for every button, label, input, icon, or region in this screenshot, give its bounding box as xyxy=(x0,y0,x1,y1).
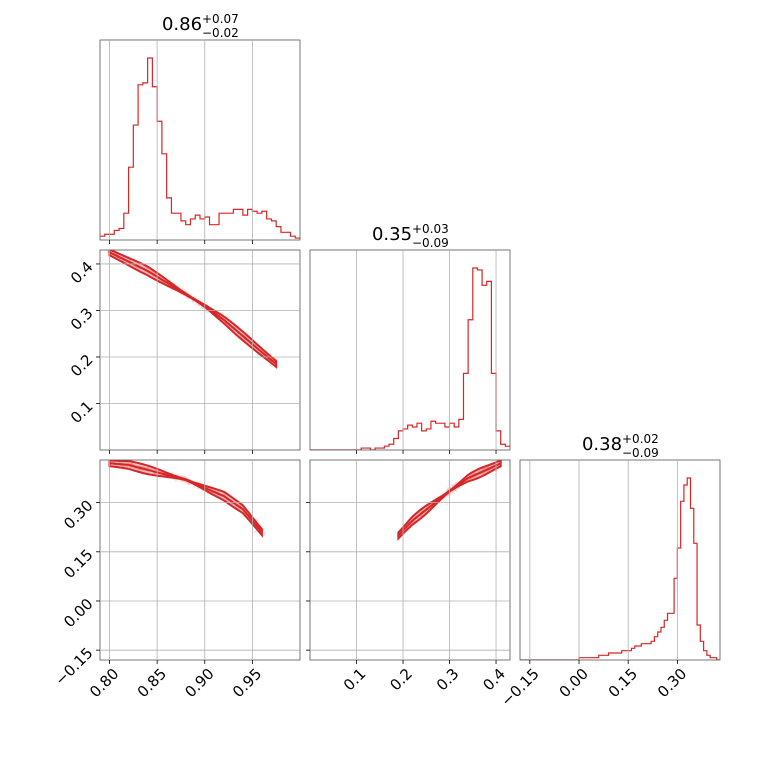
x-tick-label: 0.85 xyxy=(134,665,170,701)
contour-outer xyxy=(108,460,263,538)
sample-point xyxy=(446,494,450,498)
sample-point xyxy=(126,461,130,465)
x-tick-label: 0.95 xyxy=(229,665,265,701)
y-tick-label: 0.30 xyxy=(60,496,96,532)
sample-point xyxy=(174,478,177,482)
panel-frame xyxy=(519,459,721,661)
histogram-series-3 xyxy=(520,477,720,660)
title-minus: −0.09 xyxy=(412,236,449,250)
sample-point xyxy=(481,468,485,471)
sample-point xyxy=(137,468,140,471)
sample-point xyxy=(455,489,458,492)
panel-frame xyxy=(99,459,301,661)
sample-point xyxy=(183,475,187,479)
title-plus: +0.07 xyxy=(202,12,239,26)
histogram-series-2 xyxy=(310,267,510,450)
sample-point xyxy=(477,469,481,473)
sample-point xyxy=(181,287,184,290)
sample-point xyxy=(205,310,209,314)
title-plus: +0.02 xyxy=(622,432,659,446)
x-tick-label: 0.30 xyxy=(654,665,690,701)
sample-point xyxy=(122,464,125,468)
panel-frame xyxy=(99,249,301,451)
title-minus: −0.09 xyxy=(622,446,659,460)
sample-point xyxy=(141,465,145,468)
histogram-panel-1: 0.86 +0.07−0.02 xyxy=(99,12,301,241)
y-tick-label: 0.00 xyxy=(60,595,96,631)
sample-point xyxy=(263,531,266,535)
x-tick-label: 0.15 xyxy=(605,665,641,701)
sample-point xyxy=(106,250,110,253)
panel-content xyxy=(106,250,279,370)
y-tick-label: 0.15 xyxy=(60,546,96,582)
sample-point xyxy=(200,306,204,310)
sample-point xyxy=(269,364,272,367)
y-tick-label: 0.4 xyxy=(67,258,97,288)
sample-point xyxy=(450,483,453,487)
sample-point xyxy=(187,482,190,486)
scatter-panel-2 xyxy=(99,459,301,661)
sample-point xyxy=(181,475,185,478)
title-plus: +0.03 xyxy=(412,222,449,236)
panel-title: 0.38 xyxy=(582,434,622,455)
x-tick-label: 0.2 xyxy=(386,665,416,695)
panel-frame xyxy=(99,39,301,241)
sample-point xyxy=(452,491,455,495)
sample-point xyxy=(262,533,265,536)
sample-point xyxy=(479,469,482,472)
title-minus: −0.02 xyxy=(202,26,239,40)
histogram-series-1 xyxy=(100,57,300,239)
x-tick-label: 0.90 xyxy=(181,665,217,701)
x-tick-label: −0.15 xyxy=(498,665,543,710)
panel-content xyxy=(396,460,503,541)
panel-frame xyxy=(309,459,511,661)
sample-point xyxy=(186,481,189,485)
x-tick-label: 0.1 xyxy=(340,665,370,695)
contour-outer xyxy=(397,460,502,541)
sample-point xyxy=(180,474,183,478)
sample-point xyxy=(454,481,458,485)
contour-inner xyxy=(109,251,277,365)
y-tick-label: 0.1 xyxy=(67,397,97,427)
sample-point xyxy=(193,485,196,488)
histogram-panel-2: 0.35 +0.03−0.09 xyxy=(309,222,511,451)
sample-point xyxy=(196,303,200,307)
sample-point xyxy=(255,518,259,522)
sample-point xyxy=(186,296,190,300)
panel-frame xyxy=(309,249,511,451)
scatter-panel-3 xyxy=(309,459,511,661)
panel-title: 0.35 xyxy=(372,224,412,245)
contour-inner xyxy=(109,462,263,533)
y-tick-label: −0.15 xyxy=(51,644,96,689)
sample-point xyxy=(194,302,198,305)
sample-point xyxy=(191,300,194,303)
sample-point xyxy=(253,530,256,534)
contour-outer xyxy=(108,250,278,370)
y-tick-label: 0.3 xyxy=(67,304,97,334)
contour-band xyxy=(109,460,262,536)
sample-point xyxy=(447,486,450,490)
sample-point xyxy=(483,467,487,470)
sample-point xyxy=(130,462,134,466)
panel-title: 0.86 xyxy=(162,14,202,35)
scatter-panel-1 xyxy=(99,249,301,451)
x-tick-label: 0.80 xyxy=(86,665,122,701)
histogram-panel-3: 0.38 +0.02−0.09 xyxy=(519,432,721,661)
x-tick-label: 0.00 xyxy=(556,665,592,701)
sample-point xyxy=(146,466,150,470)
contour-band xyxy=(109,250,277,367)
panel-content xyxy=(108,460,266,538)
x-tick-label: 0.3 xyxy=(433,665,463,695)
sample-point xyxy=(150,467,154,471)
y-tick-label: 0.2 xyxy=(67,351,97,381)
sample-point xyxy=(137,468,140,472)
